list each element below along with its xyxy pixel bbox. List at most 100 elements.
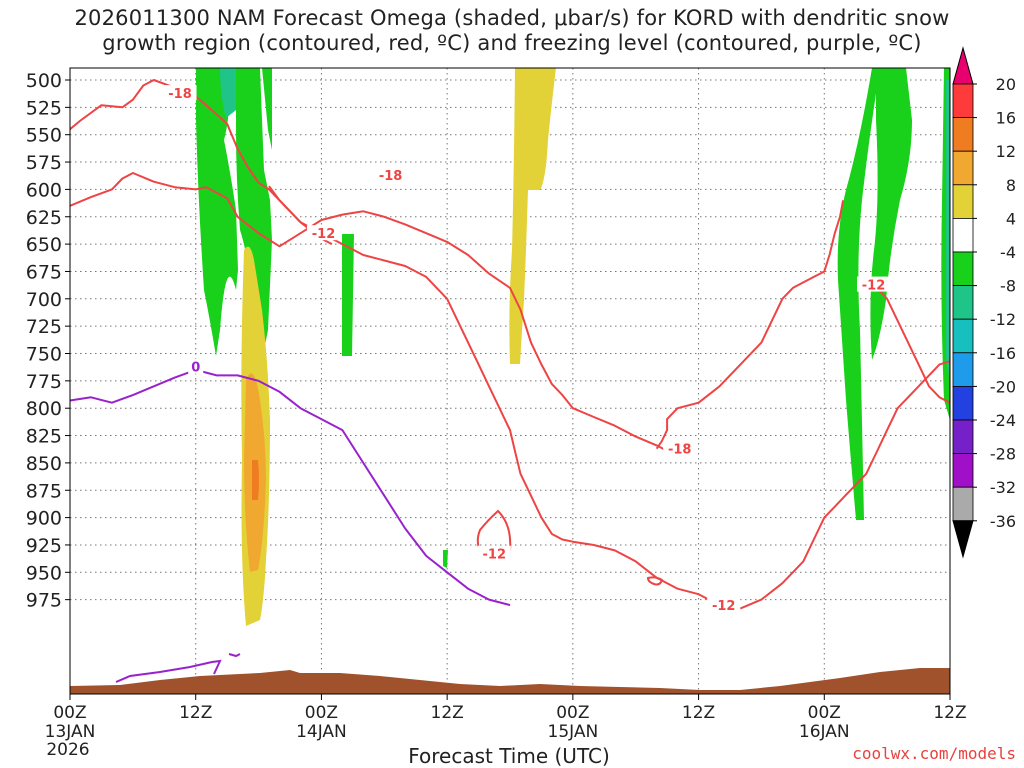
- x-year-label: 2026: [46, 740, 89, 760]
- chart-title-line-2: growth region (contoured, red, ºC) and f…: [102, 31, 922, 55]
- y-tick-label: 650: [26, 234, 62, 256]
- y-tick-label: 575: [26, 152, 62, 174]
- y-tick-label: 550: [26, 125, 62, 147]
- omega-region: [837, 68, 880, 520]
- omega-region: [262, 68, 272, 150]
- y-tick-label: 925: [26, 535, 62, 557]
- chart-title-line-1: 2026011300 NAM Forecast Omega (shaded, μ…: [74, 6, 950, 30]
- colorbar-swatch: [952, 150, 974, 186]
- x-tick-label: 00Z: [556, 703, 589, 723]
- contour-label: -12: [312, 227, 336, 242]
- colorbar-label: 4: [1006, 209, 1016, 228]
- y-tick-label: 875: [26, 480, 62, 502]
- omega-region: [443, 550, 448, 568]
- y-tick-label: 525: [26, 97, 62, 119]
- y-tick-label: 500: [26, 70, 62, 92]
- y-tick-label: 950: [26, 562, 62, 584]
- contour-label-bg: [188, 358, 204, 374]
- dgz-contour: [740, 360, 950, 610]
- x-tick-label: 00Z: [808, 703, 841, 723]
- freezing-level-fragment: [115, 659, 222, 683]
- y-tick-label: 725: [26, 316, 62, 338]
- terrain: [70, 668, 950, 694]
- x-date-label: 13JAN: [45, 722, 96, 742]
- colorbar-swatch: [952, 486, 974, 522]
- y-tick-label: 700: [26, 289, 62, 311]
- omega-region: [252, 460, 259, 500]
- x-date-label: 15JAN: [548, 722, 599, 742]
- colorbar-label: -8: [1000, 277, 1016, 296]
- x-tick-label: 00Z: [53, 703, 86, 723]
- x-tick-label: 12Z: [431, 703, 464, 723]
- contour-label: -12: [483, 548, 507, 563]
- freezing-level-fragment: [228, 653, 241, 658]
- colorbar-label: -28: [990, 445, 1016, 464]
- contour-label-bg: [163, 85, 197, 101]
- colorbar-swatch: [952, 419, 974, 454]
- colorbar-label: -32: [990, 478, 1016, 497]
- colorbar-swatch: [952, 285, 974, 320]
- colorbar-label: 20: [996, 75, 1016, 94]
- contour-label-bg: [707, 597, 741, 613]
- omega-region: [196, 68, 238, 356]
- colorbar-swatch: [952, 453, 974, 488]
- contour-label: -12: [712, 599, 736, 614]
- omega-region: [509, 68, 556, 364]
- contour-labels: -18 -18 -12 -18 -12 -12 -12 0: [163, 85, 891, 614]
- y-tick-label: 600: [26, 179, 62, 201]
- contour-label-bg: [374, 167, 408, 183]
- colorbar-swatch: [952, 217, 974, 253]
- dgz-contour: [655, 200, 845, 450]
- colorbar-swatch: [952, 318, 974, 354]
- y-tick-label: 625: [26, 207, 62, 229]
- colorbar: 20 16 12 8 4 -4 -8 -12 -16 -20 -24 -28 -32 -36: [952, 46, 1016, 559]
- y-tick-label: 850: [26, 453, 62, 475]
- y-tick-label: 825: [26, 426, 62, 448]
- y-tick-label: 900: [26, 508, 62, 530]
- dgz-contour: [70, 172, 668, 452]
- colorbar-bottom-arrow: [952, 520, 974, 559]
- colorbar-label: 8: [1006, 176, 1016, 195]
- colorbar-swatch: [952, 83, 974, 118]
- colorbar-swatch: [952, 184, 974, 219]
- freezing-level-contour: [70, 368, 511, 607]
- colorbar-label: -12: [990, 310, 1016, 329]
- colorbar-swatch: [952, 117, 974, 152]
- colorbar-label: -20: [990, 377, 1016, 396]
- y-tick-label: 750: [26, 344, 62, 366]
- contour-label: -18: [379, 169, 403, 184]
- colorbar-label: 12: [996, 142, 1016, 161]
- credit-text: coolwx.com/models: [852, 744, 1016, 763]
- y-tick-label: 675: [26, 261, 62, 283]
- contours: [70, 79, 950, 610]
- y-tick-label: 775: [26, 371, 62, 393]
- contour-label: 0: [191, 361, 200, 376]
- colorbar-swatch: [952, 385, 974, 421]
- omega-region: [220, 68, 238, 118]
- contour-label: -18: [168, 87, 192, 102]
- colorbar-top-arrow: [952, 46, 974, 85]
- colorbar-label: -24: [990, 411, 1016, 430]
- contour-label-bg: [857, 276, 891, 292]
- x-tick-label: 00Z: [305, 703, 338, 723]
- contour-label-bg: [477, 545, 511, 561]
- omega-shading: [70, 68, 950, 694]
- colorbar-swatch: [952, 352, 974, 387]
- x-tick-label: 12Z: [682, 703, 715, 723]
- y-tick-label: 975: [26, 590, 62, 612]
- dgz-contour: [865, 283, 950, 404]
- omega-region: [342, 234, 354, 356]
- contour-loop: [646, 576, 664, 586]
- contour-label-bg: [663, 440, 697, 456]
- colorbar-label: -4: [1000, 243, 1016, 262]
- x-tick-label: 12Z: [179, 703, 212, 723]
- colorbar-label: -36: [990, 512, 1016, 531]
- y-tick-label: 800: [26, 398, 62, 420]
- dgz-contour: [268, 185, 741, 610]
- colorbar-label: 16: [996, 109, 1016, 128]
- x-tick-label: 12Z: [933, 703, 966, 723]
- contour-label: -18: [668, 443, 692, 458]
- x-axis-title: Forecast Time (UTC): [408, 744, 610, 768]
